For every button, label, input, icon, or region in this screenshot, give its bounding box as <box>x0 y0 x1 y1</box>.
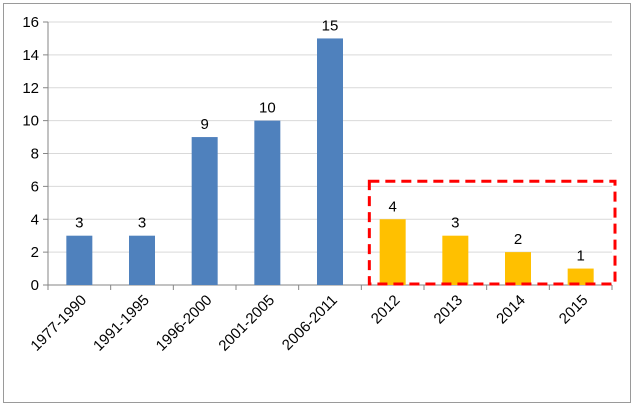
data-label-2001-2005: 10 <box>259 100 276 117</box>
data-label-1996-2000: 9 <box>200 116 208 133</box>
x-tick-label-2001-2005: 2001-2005 <box>215 292 278 355</box>
bar-1977-1990 <box>66 235 93 285</box>
data-label-2013: 3 <box>451 215 459 232</box>
data-label-1977-1990: 3 <box>75 215 83 232</box>
x-tick-label-1991-1995: 1991-1995 <box>90 292 153 355</box>
data-label-2012: 4 <box>388 198 396 215</box>
bar-2015 <box>567 268 594 285</box>
data-label-2006-2011: 15 <box>322 17 339 34</box>
x-tick-label-1996-2000: 1996-2000 <box>153 292 216 355</box>
y-tick-label: 0 <box>31 277 39 294</box>
bar-1991-1995 <box>129 235 155 285</box>
x-axis-ticks: 1977-1990 1991-1995 1996-2000 2001-2005 2006… <box>27 292 591 355</box>
x-tick-label-2014: 2014 <box>493 292 529 328</box>
y-tick-label: 10 <box>22 113 39 130</box>
x-tick-label-1977-1990: 1977-1990 <box>27 292 90 355</box>
y-tick-label: 14 <box>22 47 39 64</box>
bar-1996-2000 <box>191 137 218 285</box>
bars <box>66 38 594 285</box>
y-tick-label: 8 <box>31 146 39 163</box>
y-tick-label: 16 <box>22 14 39 31</box>
y-tick-label: 4 <box>31 211 39 228</box>
y-tick-label: 2 <box>31 244 39 261</box>
data-label-2014: 2 <box>514 231 522 248</box>
bar-2001-2005 <box>254 120 281 285</box>
x-tick-label-2006-2011: 2006-2011 <box>279 292 341 354</box>
bar-2006-2011 <box>317 38 343 285</box>
data-label-2015: 1 <box>576 248 584 265</box>
highlight-box <box>367 179 617 286</box>
y-tick-label: 12 <box>22 80 39 97</box>
bar-2013 <box>442 235 469 285</box>
x-tick-label-2013: 2013 <box>431 292 467 328</box>
y-tick-label: 6 <box>31 178 39 195</box>
highlight-box-layer <box>367 179 617 286</box>
data-label-1991-1995: 3 <box>138 215 146 232</box>
x-tick-label-2012: 2012 <box>368 292 404 328</box>
x-tick-label-2015: 2015 <box>556 292 592 328</box>
bar-2012 <box>379 219 406 285</box>
data-labels: 3 3 9 10 15 4 3 2 1 <box>75 17 585 264</box>
bar-2014 <box>505 252 531 285</box>
y-axis-ticks: 0 2 4 6 8 10 12 14 16 <box>22 14 39 294</box>
